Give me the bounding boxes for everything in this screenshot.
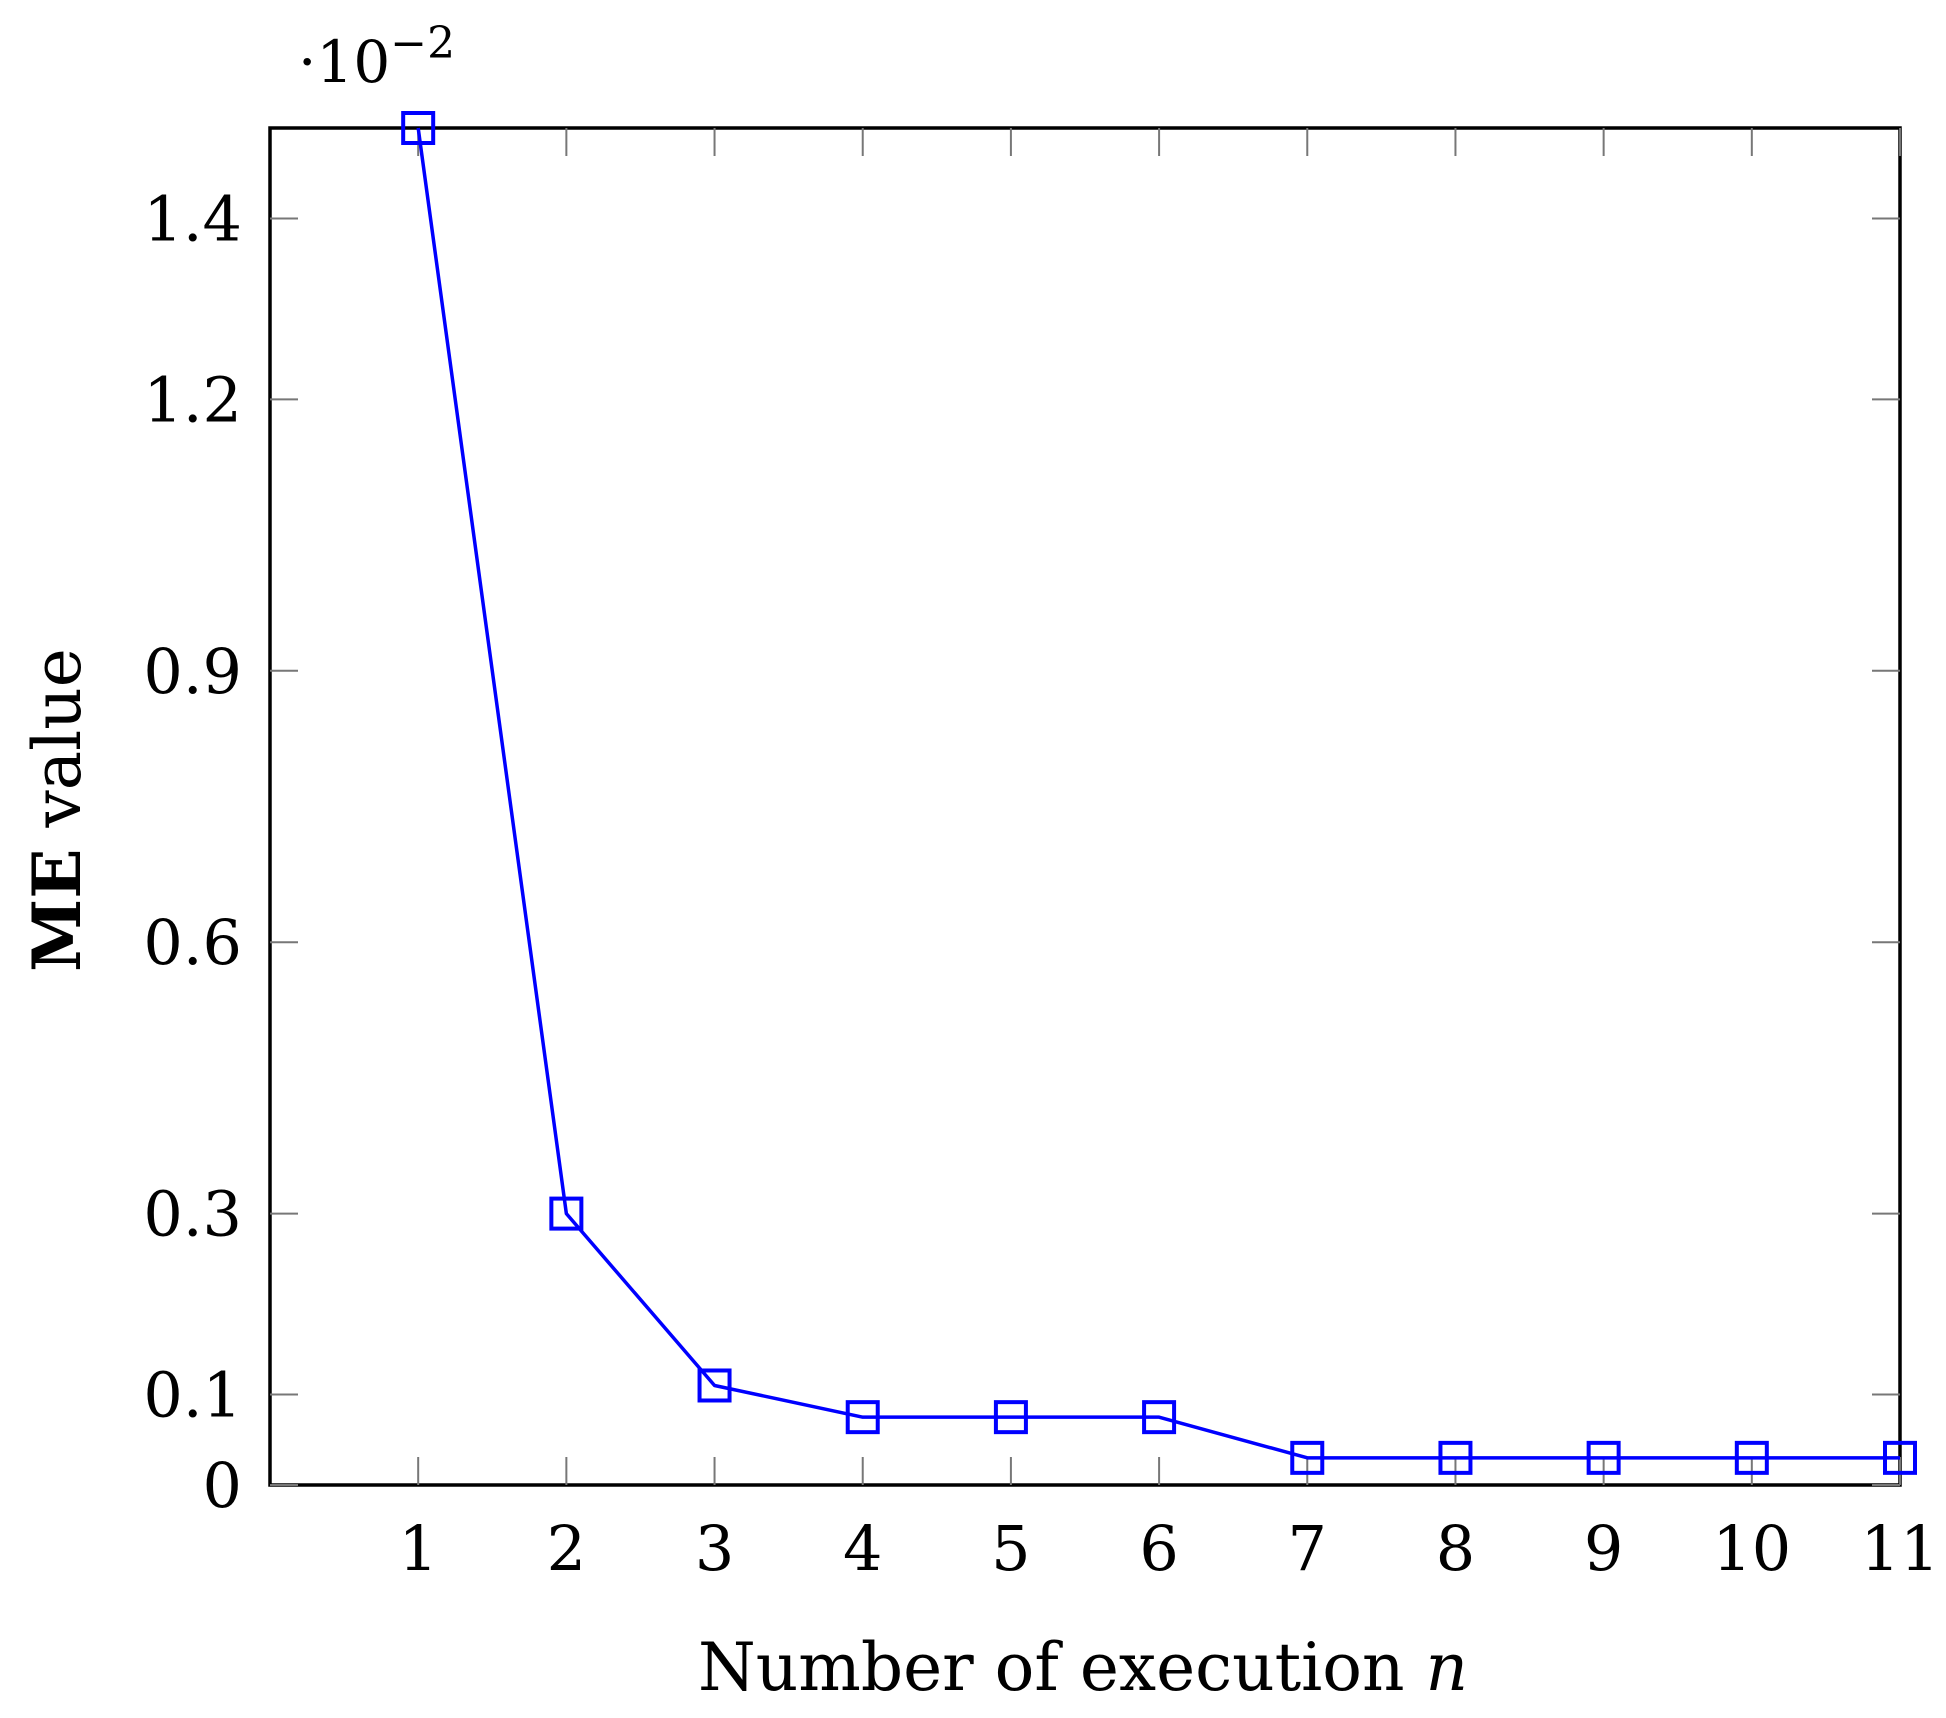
x-tick-label: 10 — [1712, 1512, 1791, 1585]
y-tick-label: 0.9 — [143, 635, 242, 708]
x-tick-label: 3 — [695, 1512, 734, 1585]
data-point-marker — [1586, 1440, 1621, 1475]
data-point-marker — [1290, 1440, 1325, 1475]
x-tick-label: 1 — [398, 1512, 437, 1585]
y-tick-label: 1.4 — [143, 182, 242, 255]
y-tick-label: 0.3 — [143, 1178, 242, 1251]
series-line — [416, 127, 1900, 1460]
series-layer — [401, 111, 1917, 1475]
y-tick-label: 0.1 — [143, 1359, 242, 1432]
y-scale-exponent: −2 — [390, 18, 455, 69]
y-axis-label-text: value — [19, 648, 96, 848]
plot-area-border — [268, 126, 1902, 1487]
data-point-marker — [1883, 1440, 1917, 1475]
x-tick-label: 7 — [1288, 1512, 1327, 1585]
x-tick-label: 4 — [843, 1512, 882, 1585]
x-axis-label: Number of execution n — [698, 1629, 1468, 1706]
y-axis-label: ME value — [18, 648, 96, 972]
y-scale-note: ·10−2 — [298, 18, 455, 96]
plot-frame — [268, 126, 1902, 1487]
data-point-marker — [1734, 1440, 1769, 1475]
data-point-marker — [1142, 1400, 1177, 1435]
data-point-marker — [993, 1400, 1028, 1435]
x-axis-label-text: Number of execution — [698, 1629, 1425, 1706]
x-tick-label: 11 — [1861, 1512, 1940, 1585]
y-axis-label-bold: ME — [18, 848, 96, 971]
data-point-marker — [845, 1400, 880, 1435]
y-tick-label: 0.6 — [143, 906, 242, 979]
y-tick-label: 0 — [203, 1449, 242, 1522]
data-point-marker — [1438, 1440, 1473, 1475]
x-tick-label: 9 — [1584, 1512, 1623, 1585]
x-tick-label: 2 — [547, 1512, 586, 1585]
y-tick-label: 1.2 — [143, 363, 242, 436]
data-point-marker — [401, 111, 436, 145]
x-tick-label: 6 — [1139, 1512, 1178, 1585]
data-point-marker — [549, 1196, 584, 1231]
x-tick-label: 5 — [991, 1512, 1030, 1585]
data-point-marker — [697, 1368, 732, 1403]
x-axis-ticks: 1 2 3 4 5 6 7 8 9 10 11 — [398, 128, 1939, 1585]
x-tick-label: 8 — [1436, 1512, 1475, 1585]
y-axis-ticks: 0 0.1 0.3 0.6 0.9 1.2 1.4 — [143, 182, 1900, 1522]
y-scale-base: ·10 — [298, 28, 390, 96]
x-axis-label-variable: n — [1425, 1629, 1468, 1706]
